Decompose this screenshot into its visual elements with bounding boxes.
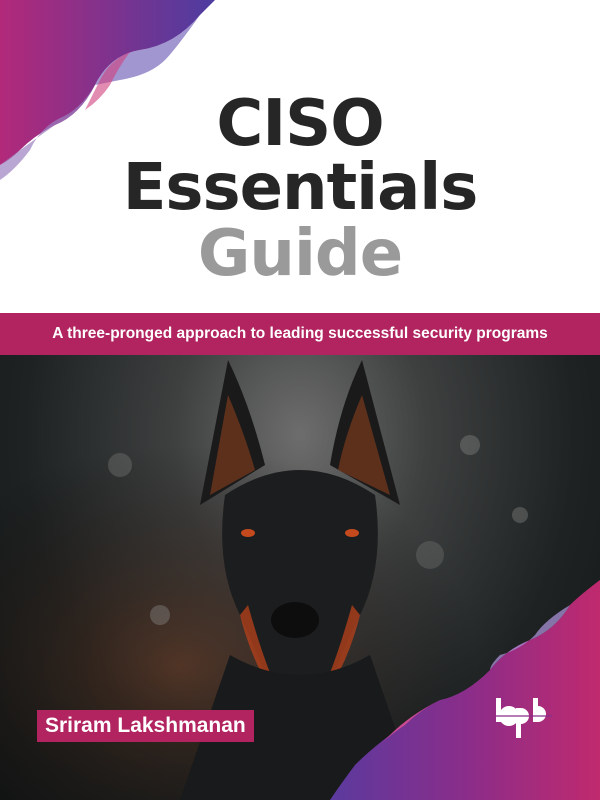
author-name: Sriram Lakshmanan <box>37 710 254 742</box>
bottom-decorative-wave <box>330 580 600 800</box>
title-line-1: CISO <box>216 87 384 161</box>
bpb-publisher-logo <box>496 698 552 738</box>
title-line-3: Guide <box>197 217 403 291</box>
subtitle-banner: A three-pronged approach to leading succ… <box>0 313 600 355</box>
title-line-2: Essentials <box>122 151 479 225</box>
top-decorative-wave <box>0 0 215 180</box>
cover-photo-doberman <box>0 355 600 800</box>
